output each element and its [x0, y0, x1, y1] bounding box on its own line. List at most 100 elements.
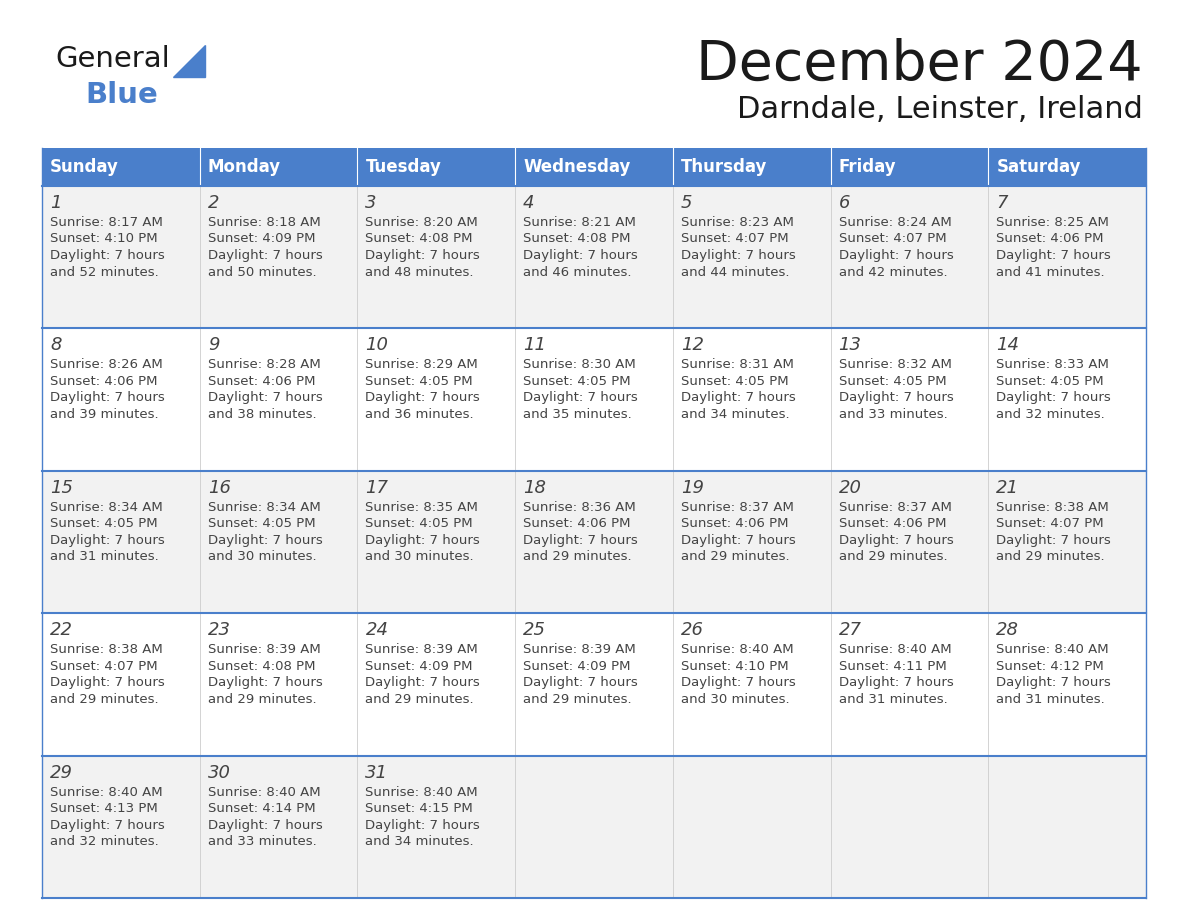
Text: Daylight: 7 hours: Daylight: 7 hours	[208, 391, 322, 405]
Bar	[988, 756, 1146, 898]
Text: Sunset: 4:05 PM: Sunset: 4:05 PM	[681, 375, 789, 388]
Text: and 30 minutes.: and 30 minutes.	[208, 550, 316, 564]
Text: Daylight: 7 hours: Daylight: 7 hours	[997, 533, 1111, 547]
Bar	[672, 186, 830, 329]
Bar	[830, 148, 988, 186]
Text: 13: 13	[839, 336, 861, 354]
Text: and 44 minutes.: and 44 minutes.	[681, 265, 789, 278]
Text: Sunrise: 8:23 AM: Sunrise: 8:23 AM	[681, 216, 794, 229]
Text: and 31 minutes.: and 31 minutes.	[50, 550, 159, 564]
Text: 22: 22	[50, 621, 72, 639]
Text: Sunset: 4:06 PM: Sunset: 4:06 PM	[997, 232, 1104, 245]
Bar	[42, 148, 200, 186]
Bar	[358, 329, 516, 471]
Text: Daylight: 7 hours: Daylight: 7 hours	[50, 819, 165, 832]
Bar	[830, 186, 988, 329]
Text: Tuesday: Tuesday	[366, 158, 441, 176]
Text: General: General	[55, 45, 170, 73]
Text: Sunset: 4:13 PM: Sunset: 4:13 PM	[50, 802, 158, 815]
Text: 25: 25	[523, 621, 546, 639]
Text: Sunset: 4:06 PM: Sunset: 4:06 PM	[523, 518, 631, 531]
Bar	[516, 613, 672, 756]
Bar	[42, 471, 200, 613]
Text: Sunset: 4:06 PM: Sunset: 4:06 PM	[50, 375, 158, 388]
Text: 31: 31	[366, 764, 388, 781]
Text: Friday: Friday	[839, 158, 896, 176]
Text: Daylight: 7 hours: Daylight: 7 hours	[997, 677, 1111, 689]
Text: and 29 minutes.: and 29 minutes.	[839, 550, 947, 564]
Text: Sunrise: 8:34 AM: Sunrise: 8:34 AM	[50, 501, 163, 514]
Text: Darndale, Leinster, Ireland: Darndale, Leinster, Ireland	[737, 95, 1143, 124]
Bar	[200, 329, 358, 471]
Bar	[988, 186, 1146, 329]
Bar	[988, 471, 1146, 613]
Text: Sunset: 4:05 PM: Sunset: 4:05 PM	[997, 375, 1104, 388]
Bar	[358, 148, 516, 186]
Text: Sunset: 4:10 PM: Sunset: 4:10 PM	[50, 232, 158, 245]
Text: Sunrise: 8:32 AM: Sunrise: 8:32 AM	[839, 358, 952, 372]
Bar	[672, 613, 830, 756]
Bar	[672, 148, 830, 186]
Text: Daylight: 7 hours: Daylight: 7 hours	[839, 677, 953, 689]
Text: Daylight: 7 hours: Daylight: 7 hours	[997, 249, 1111, 262]
Text: and 41 minutes.: and 41 minutes.	[997, 265, 1105, 278]
Text: 12: 12	[681, 336, 703, 354]
Text: Daylight: 7 hours: Daylight: 7 hours	[208, 249, 322, 262]
Text: Sunrise: 8:33 AM: Sunrise: 8:33 AM	[997, 358, 1110, 372]
Text: Sunrise: 8:28 AM: Sunrise: 8:28 AM	[208, 358, 321, 372]
Text: Sunrise: 8:26 AM: Sunrise: 8:26 AM	[50, 358, 163, 372]
Text: 28: 28	[997, 621, 1019, 639]
Text: 20: 20	[839, 479, 861, 497]
Bar	[200, 186, 358, 329]
Text: 4: 4	[523, 194, 535, 212]
Text: Sunrise: 8:40 AM: Sunrise: 8:40 AM	[366, 786, 478, 799]
Text: 11: 11	[523, 336, 546, 354]
Text: 24: 24	[366, 621, 388, 639]
Text: December 2024: December 2024	[696, 38, 1143, 92]
Text: 16: 16	[208, 479, 230, 497]
Text: Daylight: 7 hours: Daylight: 7 hours	[50, 391, 165, 405]
Text: and 29 minutes.: and 29 minutes.	[366, 693, 474, 706]
Bar	[988, 329, 1146, 471]
Text: Sunrise: 8:20 AM: Sunrise: 8:20 AM	[366, 216, 479, 229]
Text: Sunrise: 8:17 AM: Sunrise: 8:17 AM	[50, 216, 163, 229]
Text: Sunset: 4:07 PM: Sunset: 4:07 PM	[997, 518, 1104, 531]
Text: 18: 18	[523, 479, 546, 497]
Text: Sunset: 4:14 PM: Sunset: 4:14 PM	[208, 802, 315, 815]
Text: and 32 minutes.: and 32 minutes.	[50, 835, 159, 848]
Text: Sunset: 4:05 PM: Sunset: 4:05 PM	[208, 518, 315, 531]
Text: Sunday: Sunday	[50, 158, 119, 176]
Text: Sunrise: 8:24 AM: Sunrise: 8:24 AM	[839, 216, 952, 229]
Text: Sunset: 4:15 PM: Sunset: 4:15 PM	[366, 802, 473, 815]
Text: 5: 5	[681, 194, 693, 212]
Bar	[358, 756, 516, 898]
Text: and 36 minutes.: and 36 minutes.	[366, 408, 474, 420]
Text: Blue: Blue	[86, 81, 158, 109]
Text: Sunset: 4:05 PM: Sunset: 4:05 PM	[366, 518, 473, 531]
Bar	[988, 148, 1146, 186]
Text: Daylight: 7 hours: Daylight: 7 hours	[681, 533, 796, 547]
Text: Sunrise: 8:38 AM: Sunrise: 8:38 AM	[997, 501, 1110, 514]
Text: Sunrise: 8:40 AM: Sunrise: 8:40 AM	[208, 786, 321, 799]
Bar	[830, 471, 988, 613]
Bar	[516, 756, 672, 898]
Bar	[672, 329, 830, 471]
Text: Daylight: 7 hours: Daylight: 7 hours	[366, 819, 480, 832]
Text: Daylight: 7 hours: Daylight: 7 hours	[366, 249, 480, 262]
Text: and 34 minutes.: and 34 minutes.	[681, 408, 790, 420]
Text: 2: 2	[208, 194, 220, 212]
Text: and 46 minutes.: and 46 minutes.	[523, 265, 632, 278]
Text: Sunset: 4:09 PM: Sunset: 4:09 PM	[208, 232, 315, 245]
Text: Daylight: 7 hours: Daylight: 7 hours	[839, 391, 953, 405]
Text: Sunset: 4:09 PM: Sunset: 4:09 PM	[523, 660, 631, 673]
Bar	[516, 186, 672, 329]
Text: Sunset: 4:05 PM: Sunset: 4:05 PM	[839, 375, 946, 388]
Polygon shape	[173, 45, 206, 77]
Text: Sunrise: 8:29 AM: Sunrise: 8:29 AM	[366, 358, 479, 372]
Bar	[672, 756, 830, 898]
Text: 3: 3	[366, 194, 377, 212]
Text: Saturday: Saturday	[997, 158, 1081, 176]
Text: and 50 minutes.: and 50 minutes.	[208, 265, 316, 278]
Text: and 29 minutes.: and 29 minutes.	[523, 693, 632, 706]
Text: and 29 minutes.: and 29 minutes.	[681, 550, 790, 564]
